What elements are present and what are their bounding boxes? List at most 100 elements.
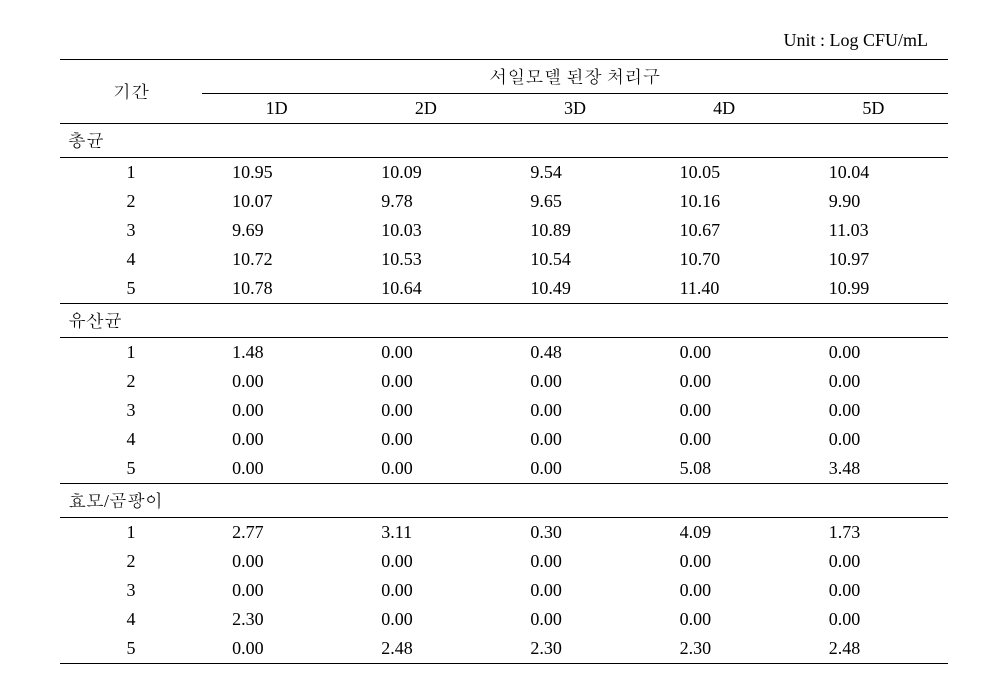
value-cell: 1.48 — [202, 338, 351, 368]
period-cell: 1 — [60, 158, 202, 188]
value-cell: 0.00 — [799, 605, 948, 634]
value-cell: 0.00 — [351, 396, 500, 425]
value-cell: 0.00 — [650, 576, 799, 605]
period-cell: 5 — [60, 274, 202, 304]
value-cell: 10.64 — [351, 274, 500, 304]
value-cell: 2.30 — [650, 634, 799, 664]
value-cell: 0.00 — [799, 396, 948, 425]
value-cell: 9.78 — [351, 187, 500, 216]
value-cell: 0.00 — [650, 367, 799, 396]
header-group: 서일모델 된장 처리구 — [202, 60, 948, 94]
period-cell: 3 — [60, 576, 202, 605]
data-table: 기간 서일모델 된장 처리구 1D 2D 3D 4D 5D 총균110.9510… — [60, 59, 948, 664]
value-cell: 0.00 — [202, 454, 351, 484]
value-cell: 10.89 — [500, 216, 649, 245]
period-cell: 2 — [60, 367, 202, 396]
value-cell: 0.00 — [650, 396, 799, 425]
value-cell: 0.00 — [202, 425, 351, 454]
value-cell: 9.65 — [500, 187, 649, 216]
value-cell: 0.00 — [202, 547, 351, 576]
period-cell: 4 — [60, 245, 202, 274]
header-col-5d: 5D — [799, 94, 948, 124]
value-cell: 2.77 — [202, 518, 351, 548]
value-cell: 0.00 — [202, 576, 351, 605]
header-col-1d: 1D — [202, 94, 351, 124]
value-cell: 0.48 — [500, 338, 649, 368]
value-cell: 10.54 — [500, 245, 649, 274]
header-col-2d: 2D — [351, 94, 500, 124]
value-cell: 10.78 — [202, 274, 351, 304]
value-cell: 2.48 — [799, 634, 948, 664]
value-cell: 0.00 — [500, 425, 649, 454]
value-cell: 11.03 — [799, 216, 948, 245]
value-cell: 3.11 — [351, 518, 500, 548]
period-cell: 4 — [60, 605, 202, 634]
period-cell: 3 — [60, 216, 202, 245]
value-cell: 10.09 — [351, 158, 500, 188]
value-cell: 1.73 — [799, 518, 948, 548]
period-cell: 5 — [60, 454, 202, 484]
value-cell: 10.05 — [650, 158, 799, 188]
value-cell: 10.49 — [500, 274, 649, 304]
value-cell: 0.00 — [799, 576, 948, 605]
value-cell: 0.00 — [351, 367, 500, 396]
value-cell: 0.00 — [500, 454, 649, 484]
value-cell: 0.00 — [351, 338, 500, 368]
value-cell: 0.00 — [202, 396, 351, 425]
value-cell: 0.00 — [500, 367, 649, 396]
value-cell: 2.48 — [351, 634, 500, 664]
value-cell: 10.72 — [202, 245, 351, 274]
value-cell: 0.00 — [351, 547, 500, 576]
value-cell: 0.00 — [500, 605, 649, 634]
value-cell: 0.00 — [799, 547, 948, 576]
period-cell: 4 — [60, 425, 202, 454]
period-cell: 1 — [60, 338, 202, 368]
period-cell: 5 — [60, 634, 202, 664]
value-cell: 0.00 — [650, 547, 799, 576]
period-cell: 2 — [60, 187, 202, 216]
value-cell: 3.48 — [799, 454, 948, 484]
unit-label: Unit : Log CFU/mL — [60, 30, 948, 51]
value-cell: 0.30 — [500, 518, 649, 548]
value-cell: 0.00 — [799, 425, 948, 454]
header-col-4d: 4D — [650, 94, 799, 124]
value-cell: 0.00 — [500, 396, 649, 425]
value-cell: 9.69 — [202, 216, 351, 245]
value-cell: 10.07 — [202, 187, 351, 216]
value-cell: 10.67 — [650, 216, 799, 245]
period-cell: 1 — [60, 518, 202, 548]
value-cell: 0.00 — [500, 547, 649, 576]
header-period: 기간 — [60, 60, 202, 124]
value-cell: 10.99 — [799, 274, 948, 304]
section-header: 효모/곰팡이 — [60, 484, 948, 518]
value-cell: 0.00 — [650, 605, 799, 634]
value-cell: 0.00 — [202, 634, 351, 664]
value-cell: 0.00 — [202, 367, 351, 396]
value-cell: 0.00 — [351, 605, 500, 634]
value-cell: 0.00 — [799, 367, 948, 396]
value-cell: 0.00 — [351, 576, 500, 605]
section-header: 총균 — [60, 124, 948, 158]
value-cell: 2.30 — [500, 634, 649, 664]
value-cell: 10.53 — [351, 245, 500, 274]
value-cell: 10.70 — [650, 245, 799, 274]
header-col-3d: 3D — [500, 94, 649, 124]
period-cell: 2 — [60, 547, 202, 576]
value-cell: 9.90 — [799, 187, 948, 216]
section-header: 유산균 — [60, 304, 948, 338]
value-cell: 11.40 — [650, 274, 799, 304]
value-cell: 0.00 — [650, 425, 799, 454]
value-cell: 9.54 — [500, 158, 649, 188]
value-cell: 0.00 — [351, 454, 500, 484]
value-cell: 10.95 — [202, 158, 351, 188]
value-cell: 5.08 — [650, 454, 799, 484]
value-cell: 2.30 — [202, 605, 351, 634]
value-cell: 10.03 — [351, 216, 500, 245]
period-cell: 3 — [60, 396, 202, 425]
value-cell: 0.00 — [500, 576, 649, 605]
value-cell: 10.04 — [799, 158, 948, 188]
value-cell: 0.00 — [351, 425, 500, 454]
value-cell: 10.97 — [799, 245, 948, 274]
value-cell: 0.00 — [650, 338, 799, 368]
value-cell: 4.09 — [650, 518, 799, 548]
